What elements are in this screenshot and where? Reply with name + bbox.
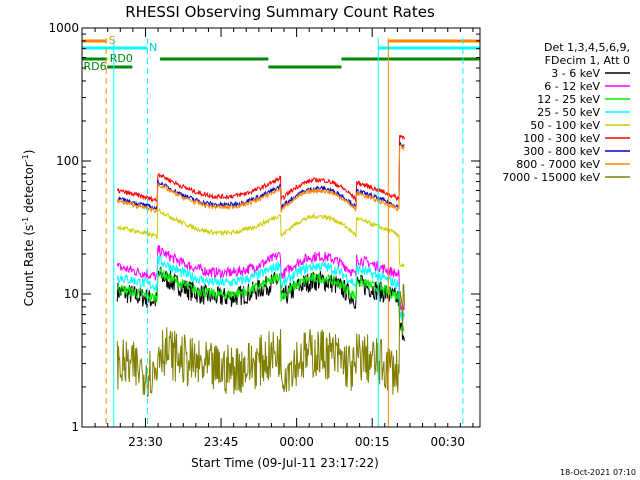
legend-entry-label: 300 - 800 keV: [523, 145, 600, 158]
series-layer: [116, 134, 405, 398]
legend-header-line-1: Det 1,3,4,5,6,9,: [544, 41, 630, 54]
plot-frame: [81, 27, 481, 428]
x-axis: 23:30 23:45 00:00 00:15 00:30: [94, 28, 474, 449]
y-tick-label: 1000: [48, 21, 79, 35]
series-line: [116, 283, 405, 398]
x-axis-label: Start Time (09-Jul-11 23:17:22): [191, 456, 379, 470]
legend-entry-label: 3 - 6 keV: [551, 67, 600, 80]
legend-entry-label: 12 - 25 keV: [537, 93, 600, 106]
vertical-markers: [105, 38, 464, 427]
chart-title: RHESSI Observing Summary Count Rates: [125, 3, 435, 21]
x-tick-label: 00:30: [430, 435, 465, 449]
legend: Det 1,3,4,5,6,9, FDecim 1, Att 0 3 - 6 k…: [502, 41, 630, 184]
flag-label: S: [109, 34, 116, 47]
series-line: [116, 207, 405, 268]
x-tick-label: 23:45: [204, 435, 239, 449]
x-tick-label: 00:00: [279, 435, 314, 449]
legend-entry-label: 25 - 50 keV: [537, 106, 600, 119]
y-axis-label: Count Rate (s-1 detector-1): [21, 150, 36, 307]
generation-timestamp: 18-Oct-2021 07:10: [560, 468, 636, 477]
legend-header-line-2: FDecim 1, Att 0: [545, 54, 630, 67]
legend-entry-label: 6 - 12 keV: [544, 80, 600, 93]
series-line: [116, 142, 405, 211]
flag-label: N: [149, 41, 157, 54]
legend-entry-label: 50 - 100 keV: [530, 119, 600, 132]
flag-label: RD0: [110, 52, 133, 65]
series-line: [116, 254, 405, 321]
flag-label: RD6: [84, 60, 107, 73]
legend-entry-label: 800 - 7000 keV: [516, 158, 600, 171]
y-tick-label: 10: [64, 287, 79, 301]
legend-entry-label: 7000 - 15000 keV: [502, 171, 600, 184]
y-axis: 1 10 100 1000: [48, 21, 480, 434]
x-tick-label: 00:15: [355, 435, 390, 449]
series-line: [116, 134, 405, 203]
legend-entry-label: 100 - 300 keV: [523, 132, 600, 145]
series-line: [116, 144, 405, 214]
x-tick-label: 23:30: [128, 435, 163, 449]
y-tick-label: 1: [71, 420, 79, 434]
y-tick-label: 100: [56, 154, 79, 168]
series-line: [116, 245, 405, 311]
